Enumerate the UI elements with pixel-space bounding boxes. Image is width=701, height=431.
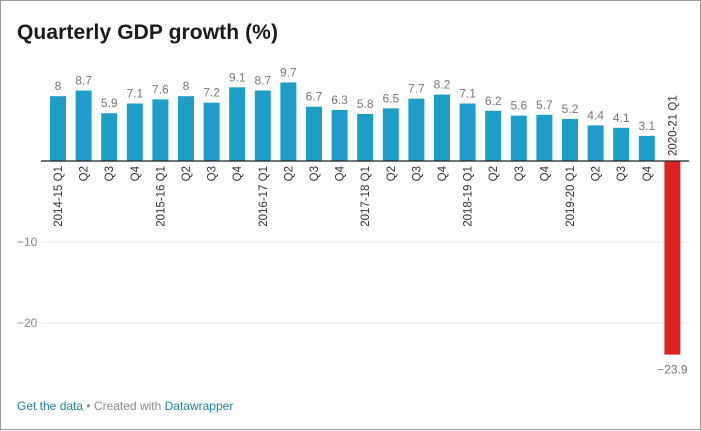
- data-label: 6.5: [382, 91, 399, 105]
- data-label: 5.6: [510, 99, 527, 113]
- x-tick-label: Q3: [207, 166, 219, 181]
- bar[interactable]: [562, 118, 578, 161]
- x-tick-label: Q3: [514, 166, 526, 181]
- data-label: 7.6: [152, 82, 169, 96]
- data-label: 5.2: [562, 102, 579, 116]
- bar[interactable]: [203, 102, 220, 161]
- bar[interactable]: [434, 94, 450, 161]
- data-label: 6.2: [485, 94, 502, 108]
- bar[interactable]: [306, 106, 322, 161]
- data-label: 6.3: [331, 93, 348, 107]
- data-label: 4.1: [613, 111, 630, 125]
- data-label: 8: [55, 79, 62, 93]
- x-tick-label: 2019-20 Q1: [565, 166, 577, 227]
- bar[interactable]: [229, 87, 246, 161]
- x-tick-label: 2015-16 Q1: [155, 166, 167, 227]
- data-label: 7.1: [126, 86, 143, 100]
- data-label: 6.7: [306, 90, 323, 104]
- x-tick-label: Q2: [488, 166, 500, 181]
- x-tick-label: Q2: [386, 166, 398, 181]
- chart-title: Quarterly GDP growth (%): [17, 21, 279, 44]
- data-label: 7.7: [408, 82, 425, 96]
- x-tick-label: Q4: [539, 165, 551, 181]
- bar[interactable]: [75, 90, 92, 161]
- data-label: 8.7: [75, 74, 92, 88]
- x-tick-label: 2017-18 Q1: [360, 166, 372, 227]
- x-tick-label: Q4: [642, 165, 654, 181]
- data-label: 8.2: [434, 78, 451, 92]
- x-tick-label: Q3: [104, 166, 116, 181]
- x-tick-label: Q3: [309, 166, 321, 181]
- x-tick-label: Q2: [283, 166, 295, 181]
- datawrapper-link[interactable]: Datawrapper: [164, 399, 234, 413]
- x-tick-label: Q4: [130, 165, 142, 181]
- bar[interactable]: [331, 109, 348, 161]
- bar[interactable]: [101, 113, 118, 161]
- bar[interactable]: [459, 103, 476, 161]
- data-label: 9.7: [280, 65, 297, 79]
- data-label: 5.9: [101, 96, 118, 110]
- bar[interactable]: [485, 110, 502, 161]
- bar[interactable]: [382, 108, 399, 161]
- x-tick-label: Q4: [437, 165, 449, 181]
- y-tick-label: −20: [17, 316, 38, 330]
- x-tick-label: 2020-21 Q1: [667, 95, 679, 156]
- bar[interactable]: [510, 115, 527, 161]
- y-tick-label: −10: [17, 235, 38, 249]
- bar[interactable]: [280, 82, 297, 161]
- bar[interactable]: [126, 103, 143, 161]
- bar[interactable]: [536, 114, 553, 161]
- bar[interactable]: [587, 125, 604, 161]
- data-label: 3.1: [638, 119, 655, 133]
- data-label: 7.1: [459, 86, 476, 100]
- x-tick-label: Q3: [411, 166, 423, 181]
- data-label: 8.7: [254, 74, 271, 88]
- bar[interactable]: [152, 99, 169, 161]
- data-label: −23.9: [657, 363, 688, 377]
- x-tick-label: Q4: [335, 165, 347, 181]
- bar[interactable]: [178, 96, 194, 161]
- data-label: 5.7: [536, 98, 553, 112]
- data-label: 7.2: [203, 86, 220, 100]
- x-tick-label: Q3: [616, 166, 628, 181]
- x-tick-label: Q2: [181, 166, 193, 181]
- bar[interactable]: [50, 96, 66, 161]
- footer-separator: • Created with: [83, 399, 165, 413]
- x-tick-label: Q2: [79, 166, 91, 181]
- data-label: 8: [183, 79, 190, 93]
- bar[interactable]: [408, 98, 425, 161]
- bar[interactable]: [613, 127, 630, 161]
- get-the-data-link[interactable]: Get the data: [17, 399, 84, 413]
- x-tick-label: Q2: [591, 166, 603, 181]
- bar[interactable]: [357, 114, 374, 161]
- x-tick-label: 2018-19 Q1: [463, 166, 475, 227]
- bar[interactable]: [664, 161, 681, 355]
- data-label: 9.1: [229, 70, 246, 84]
- x-tick-label: Q4: [232, 165, 244, 181]
- bar[interactable]: [638, 135, 655, 161]
- data-label: 4.4: [587, 108, 604, 122]
- bar[interactable]: [254, 90, 271, 161]
- data-label: 5.8: [357, 97, 374, 111]
- footer: Get the data • Created with Datawrapper: [17, 399, 233, 413]
- x-tick-label: 2016-17 Q1: [258, 166, 270, 227]
- x-tick-label: 2014-15 Q1: [53, 166, 65, 227]
